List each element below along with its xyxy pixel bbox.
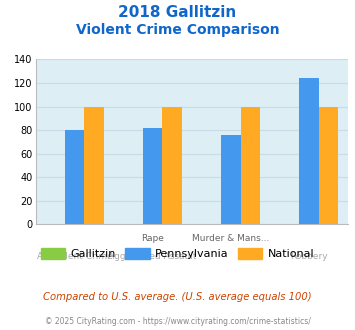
Text: 2018 Gallitzin: 2018 Gallitzin <box>118 5 237 20</box>
Text: © 2025 CityRating.com - https://www.cityrating.com/crime-statistics/: © 2025 CityRating.com - https://www.city… <box>45 317 310 326</box>
Bar <box>163 107 182 224</box>
Bar <box>319 107 338 224</box>
Bar <box>299 78 319 224</box>
Text: Violent Crime Comparison: Violent Crime Comparison <box>76 23 279 37</box>
Text: Robbery: Robbery <box>290 252 328 261</box>
Text: Murder & Mans...: Murder & Mans... <box>192 234 269 243</box>
Bar <box>65 130 84 224</box>
Text: Rape: Rape <box>141 234 164 243</box>
Text: All Violent Crime: All Violent Crime <box>37 252 113 261</box>
Bar <box>221 135 241 224</box>
Legend: Gallitzin, Pennsylvania, National: Gallitzin, Pennsylvania, National <box>36 244 319 263</box>
Bar <box>143 128 163 224</box>
Text: Aggravated Assault: Aggravated Assault <box>108 252 197 261</box>
Bar <box>241 107 260 224</box>
Bar <box>84 107 104 224</box>
Text: Compared to U.S. average. (U.S. average equals 100): Compared to U.S. average. (U.S. average … <box>43 292 312 302</box>
